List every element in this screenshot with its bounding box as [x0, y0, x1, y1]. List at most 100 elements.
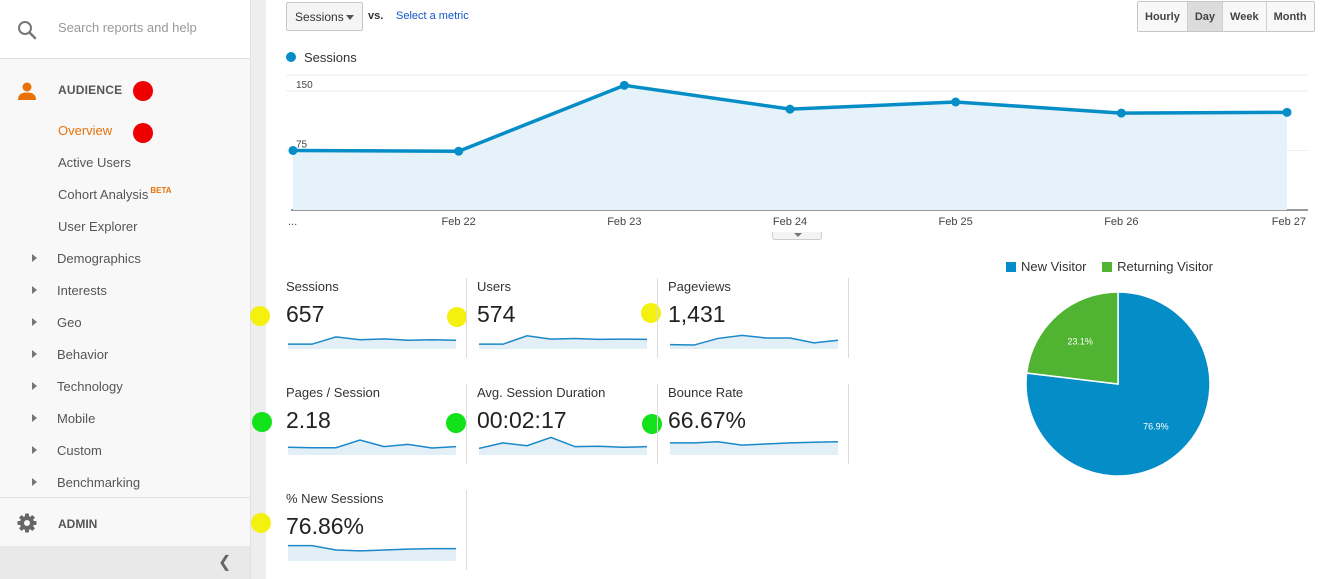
metric-select[interactable]: Sessions	[286, 2, 363, 31]
data-point[interactable]	[619, 80, 629, 90]
x-tick-label: Feb 22	[442, 216, 476, 228]
y-tick-label: 75	[296, 139, 308, 150]
sparkline	[288, 439, 456, 455]
scroll-gutter	[251, 0, 266, 579]
search-input[interactable]	[58, 20, 238, 35]
sidebar-item-behavior[interactable]: Behavior	[32, 347, 108, 362]
metric-value: 1,431	[668, 301, 726, 327]
sidebar-item-technology[interactable]: Technology	[32, 379, 123, 394]
sidebar-item-mobile[interactable]: Mobile	[32, 411, 95, 426]
divider	[466, 278, 467, 358]
series-area	[293, 85, 1287, 210]
sparkline	[288, 544, 456, 561]
sidebar-item-user-explorer[interactable]: User Explorer	[58, 219, 138, 234]
sidebar-item-interests[interactable]: Interests	[32, 283, 107, 298]
expand-arrow-icon	[32, 478, 37, 486]
annotation-dot	[250, 306, 270, 326]
caret-down-icon	[346, 15, 354, 20]
sparkline-area	[479, 335, 647, 349]
sidebar-item-overview[interactable]: Overview	[58, 123, 113, 138]
pie-slice-label: 23.1%	[1067, 336, 1093, 346]
legend-label: Sessions	[304, 50, 357, 65]
data-point[interactable]	[951, 97, 961, 107]
annotation-dot	[447, 307, 467, 327]
legend-new-visitor: New Visitor	[1021, 259, 1087, 274]
sparkline-line	[288, 439, 456, 449]
metric-value: 2.18	[286, 407, 331, 433]
range-month-button[interactable]: Month	[1265, 2, 1314, 31]
sidebar: AUDIENCE Overview Active Users Cohort An…	[0, 0, 251, 579]
visitor-pie-chart: 76.9% 23.1%	[1025, 291, 1211, 477]
audience-section[interactable]: AUDIENCE	[0, 72, 250, 108]
sidebar-item-label: Interests	[57, 283, 107, 298]
data-point[interactable]	[785, 104, 795, 114]
metric-new-sessions[interactable]: % New Sessions 76.86%	[286, 491, 468, 573]
expand-arrow-icon	[32, 318, 37, 326]
range-week-button[interactable]: Week	[1222, 2, 1266, 31]
metric-select-value: Sessions	[295, 10, 344, 24]
select-metric-link[interactable]: Select a metric	[396, 10, 469, 22]
sparkline	[288, 336, 456, 349]
metric-users[interactable]: Users 574	[477, 279, 659, 361]
sidebar-item-geo[interactable]: Geo	[32, 315, 82, 330]
sparkline-line	[288, 544, 456, 552]
metric-label: % New Sessions	[286, 491, 384, 506]
sparkline-area	[670, 441, 838, 455]
data-point[interactable]	[1116, 108, 1126, 118]
metric-sessions[interactable]: Sessions 657	[286, 279, 468, 361]
metric-label: Sessions	[286, 279, 339, 294]
y-tick-label: 150	[296, 80, 313, 91]
admin-label: ADMIN	[58, 517, 98, 531]
pie-slice-label: 76.9%	[1143, 422, 1169, 432]
sidebar-item-label: Geo	[57, 315, 82, 330]
sparkline-area	[479, 437, 647, 455]
metric-value: 574	[477, 301, 516, 327]
metric-value: 00:02:17	[477, 407, 567, 433]
expand-arrow-icon	[32, 382, 37, 390]
sparkline-area	[288, 336, 456, 349]
sidebar-item-demographics[interactable]: Demographics	[32, 251, 141, 266]
chevron-left-icon: ❮	[218, 554, 232, 571]
expand-arrow-icon	[32, 350, 37, 358]
sidebar-item-benchmarking[interactable]: Benchmarking	[32, 475, 140, 490]
collapse-sidebar[interactable]: ❮	[0, 546, 250, 579]
metric-pages-per-session[interactable]: Pages / Session 2.18	[286, 385, 468, 467]
chart-resize-handle[interactable]	[772, 232, 822, 240]
sparkline	[479, 335, 647, 349]
annotation-dot	[251, 513, 271, 533]
legend-swatch	[286, 52, 296, 62]
expand-arrow-icon	[32, 286, 37, 294]
x-tick-label: ...	[288, 216, 297, 228]
metric-avg-session-duration[interactable]: Avg. Session Duration 00:02:17	[477, 385, 659, 467]
legend-swatch	[1006, 262, 1016, 272]
x-tick-label: Feb 23	[607, 216, 641, 228]
x-tick-label: Feb 27	[1272, 216, 1306, 228]
sidebar-item-custom[interactable]: Custom	[32, 443, 102, 458]
search-icon[interactable]	[17, 20, 37, 40]
annotation-dot	[641, 303, 661, 323]
sidebar-item-active-users[interactable]: Active Users	[58, 155, 131, 170]
annotation-dot	[133, 123, 153, 143]
range-hourly-button[interactable]: Hourly	[1138, 2, 1187, 31]
search-row	[0, 0, 250, 59]
data-point[interactable]	[454, 146, 464, 156]
range-day-button[interactable]: Day	[1186, 2, 1223, 31]
metric-pageviews[interactable]: Pageviews 1,431	[668, 279, 850, 361]
admin-section[interactable]: ADMIN	[0, 497, 250, 546]
legend-returning-visitor: Returning Visitor	[1117, 259, 1214, 274]
data-point[interactable]	[1282, 107, 1292, 117]
metric-bounce-rate[interactable]: Bounce Rate 66.67%	[668, 385, 850, 467]
person-icon	[18, 82, 36, 100]
annotation-dot	[252, 412, 272, 432]
divider	[466, 490, 467, 570]
date-range-toggle: Hourly Day Week Month	[1137, 1, 1315, 32]
data-point[interactable]	[288, 145, 298, 155]
divider	[657, 278, 658, 358]
sidebar-item-cohort-analysis[interactable]: Cohort Analysis BETA	[58, 186, 172, 202]
sparkline-area	[288, 545, 456, 561]
metric-label: Bounce Rate	[668, 385, 744, 400]
divider	[466, 384, 467, 464]
pie-slice[interactable]	[1025, 291, 1119, 385]
metric-label: Avg. Session Duration	[477, 385, 606, 400]
sidebar-item-label: Demographics	[57, 251, 141, 266]
